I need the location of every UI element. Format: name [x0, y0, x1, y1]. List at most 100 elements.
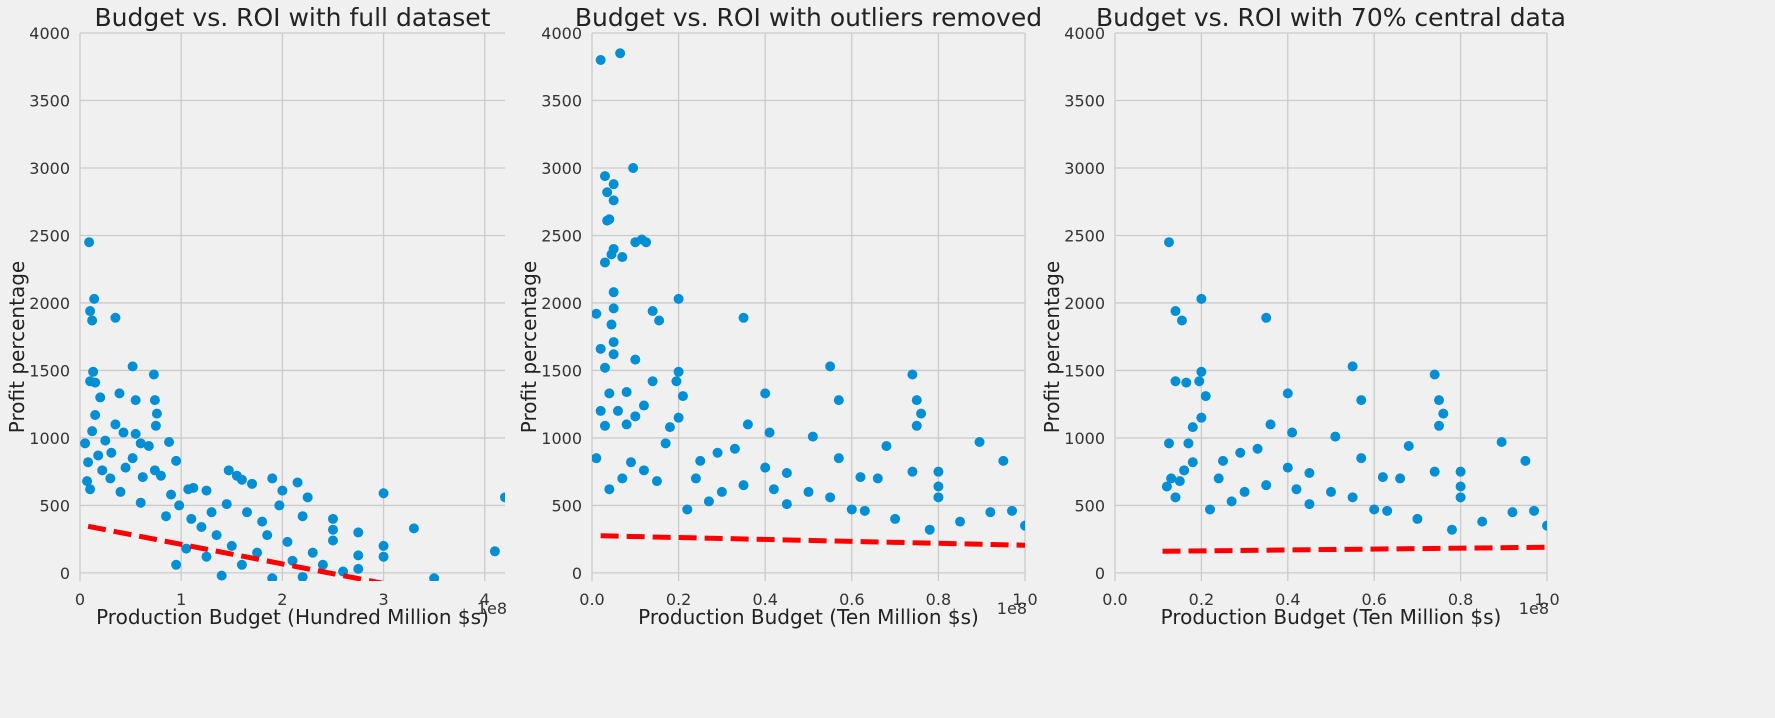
data-point	[1007, 505, 1018, 516]
data-point	[1170, 492, 1181, 503]
data-point	[164, 436, 175, 447]
data-point	[267, 573, 278, 581]
data-point	[764, 427, 775, 438]
data-point	[378, 551, 389, 562]
data-point	[638, 465, 649, 476]
data-point	[1330, 431, 1341, 442]
data-point	[1265, 419, 1276, 430]
data-point	[223, 465, 234, 476]
data-point	[267, 473, 278, 484]
data-point	[115, 486, 126, 497]
data-point	[592, 453, 602, 464]
data-point	[93, 450, 104, 461]
data-point	[87, 315, 98, 326]
data-point	[1194, 376, 1205, 387]
chart-panel-1: 0 1 2 3 4 0 500 1000 1500 2000 2500 3000 3500 4000 Bud…	[5, 3, 507, 629]
data-point	[595, 343, 606, 354]
data-point	[1020, 520, 1025, 531]
y-tick-label: 2500	[1064, 226, 1105, 245]
data-point	[206, 507, 217, 518]
data-point	[974, 436, 985, 447]
data-point	[489, 546, 500, 557]
data-point	[654, 315, 665, 326]
data-point	[236, 559, 247, 570]
chart-title: Budget vs. ROI with full dataset	[95, 3, 491, 32]
x-tick-label: 3	[378, 590, 388, 609]
data-point	[1326, 486, 1336, 497]
data-point	[625, 457, 636, 468]
data-point	[933, 492, 944, 503]
data-point	[1542, 520, 1547, 531]
data-point	[998, 455, 1009, 466]
data-point	[647, 376, 658, 387]
x-tick-label: 0.2	[1189, 590, 1214, 609]
data-point	[602, 215, 613, 226]
data-point	[599, 420, 610, 431]
chart-title: Budget vs. ROI with outliers removed	[575, 3, 1042, 32]
data-point	[161, 511, 172, 522]
data-point	[985, 507, 996, 518]
plot-area	[592, 33, 1025, 581]
data-point	[327, 535, 338, 546]
data-point	[881, 441, 892, 452]
data-point	[1164, 237, 1174, 248]
data-point	[408, 523, 419, 534]
data-point	[1282, 388, 1293, 399]
data-point	[1429, 466, 1440, 477]
data-point	[673, 366, 684, 377]
data-point	[1282, 462, 1293, 473]
x-tick-label: 0.6	[839, 590, 864, 609]
data-point	[1179, 465, 1190, 476]
data-point	[1446, 524, 1457, 535]
x-axis-label: Production Budget (Ten Million $s)	[1161, 605, 1502, 629]
data-point	[1356, 395, 1367, 406]
data-point	[1183, 438, 1194, 449]
data-point	[599, 362, 610, 373]
data-point	[1455, 481, 1466, 492]
y-tick-label: 1500	[1064, 361, 1105, 380]
data-point	[651, 476, 662, 487]
trend-group	[600, 533, 1025, 548]
data-point	[729, 443, 740, 454]
data-point	[608, 287, 619, 298]
data-point	[1377, 472, 1388, 483]
data-point	[1455, 466, 1466, 477]
chart-title: Budget vs. ROI with 70% central data	[1096, 3, 1566, 32]
data-point	[1164, 438, 1174, 449]
data-point	[738, 480, 749, 491]
data-point	[1196, 293, 1207, 304]
data-point	[150, 420, 161, 431]
data-point	[1261, 312, 1272, 323]
data-point	[1176, 315, 1187, 326]
data-point	[716, 486, 727, 497]
data-point	[1218, 455, 1228, 466]
data-point	[606, 319, 617, 330]
data-point	[677, 391, 688, 402]
data-point	[127, 453, 138, 464]
y-tick-label: 2000	[1064, 294, 1105, 313]
data-point	[712, 447, 723, 458]
data-point	[647, 306, 658, 317]
data-point	[608, 179, 619, 190]
data-point	[768, 484, 779, 495]
data-point	[120, 462, 131, 473]
data-point	[1239, 486, 1250, 497]
data-point	[135, 438, 146, 449]
data-point	[833, 395, 844, 406]
data-point	[106, 447, 117, 458]
data-point	[803, 486, 814, 497]
data-point	[262, 530, 273, 541]
x-offset-label: 1e8	[997, 599, 1027, 618]
x-offset-label: 1e8	[477, 599, 507, 618]
data-point	[872, 473, 883, 484]
data-point	[183, 484, 194, 495]
data-point	[1434, 420, 1444, 431]
y-tick-label: 1000	[541, 429, 582, 448]
data-point	[599, 257, 610, 268]
data-point	[247, 478, 258, 489]
data-point	[846, 504, 857, 515]
y-tick-label: 2000	[541, 294, 582, 313]
y-tick-label: 3500	[29, 91, 70, 110]
data-point	[833, 453, 844, 464]
